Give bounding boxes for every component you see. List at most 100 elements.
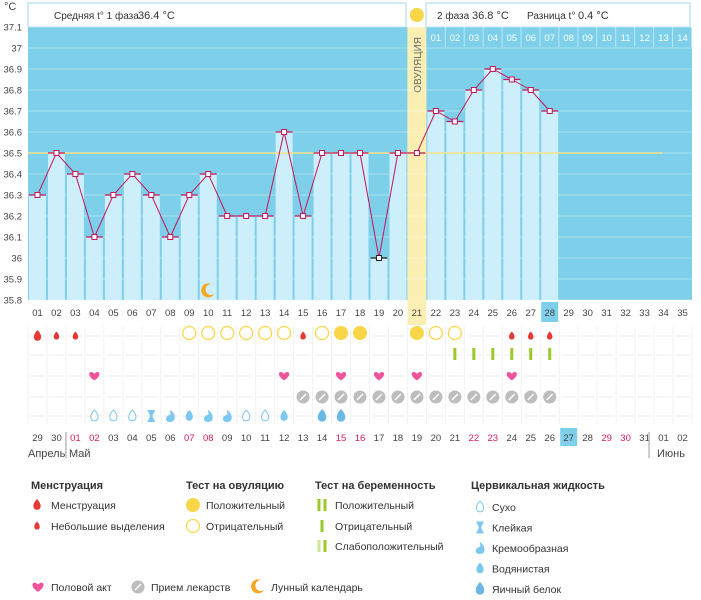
- temperature-point: [186, 192, 193, 198]
- temperature-point: [167, 234, 174, 240]
- medication-pill-icon-stripe: [470, 393, 478, 401]
- temperature-bar: [161, 237, 179, 300]
- top-day-label: 10: [601, 33, 612, 44]
- medication-pill-icon-stripe: [356, 393, 364, 401]
- calendar-date-label: 09: [222, 433, 233, 444]
- x-day-label: 12: [241, 308, 252, 319]
- fluid-eggwhite-icon: [317, 409, 327, 422]
- temperature-bar: [29, 195, 46, 300]
- calendar-date-label: 30: [51, 433, 62, 444]
- calendar-date-label: 17: [374, 433, 385, 444]
- temperature-point: [72, 171, 79, 177]
- temperature-point: [546, 108, 553, 114]
- temperature-point: [508, 76, 515, 83]
- x-day-label: 27: [525, 308, 536, 319]
- intercourse-heart-icon: [335, 371, 347, 381]
- fluid-creamy-icon: [203, 410, 213, 422]
- fluid-dry-icon: [475, 500, 485, 513]
- top-day-cell: [426, 27, 446, 47]
- legend-item: Яичный белок: [492, 584, 562, 595]
- x-day-label: 14: [279, 308, 290, 319]
- legend-item: Менструация: [51, 500, 116, 512]
- legend-title: Тест на беременность: [315, 480, 436, 492]
- light-spotting-icon: [547, 331, 553, 340]
- top-day-cell: [521, 27, 541, 47]
- y-tick-label: 37: [11, 44, 22, 55]
- ovulation-band: [407, 27, 427, 300]
- x-day-label: 16: [317, 308, 328, 319]
- month-label: Май: [69, 448, 91, 460]
- y-tick-label: 36.7: [4, 107, 23, 118]
- x-day-label: 32: [620, 308, 631, 319]
- temperature-bar: [123, 174, 141, 300]
- light-spotting-icon: [72, 331, 79, 340]
- phase2-value: 36.8 °C: [472, 10, 509, 22]
- temperature-bar: [503, 79, 521, 300]
- top-day-cell: [635, 27, 655, 47]
- x-day-label: 03: [70, 308, 81, 319]
- x-day-label: 07: [146, 308, 157, 319]
- x-day-label: 04: [89, 308, 100, 319]
- ovulation-axis-cell: [407, 300, 427, 325]
- x-day-label: 26: [506, 308, 517, 319]
- temperature-point: [224, 213, 231, 219]
- temperature-point: [148, 192, 155, 198]
- temperature-point: [262, 213, 269, 219]
- temperature-bar: [427, 111, 445, 300]
- ovulation-test-negative-icon: [277, 325, 292, 341]
- y-tick-label: 36.3: [4, 191, 23, 202]
- x-axis-strip: [28, 300, 692, 325]
- legend-item: Водянистая: [492, 564, 550, 576]
- medication-pill-icon-stripe: [432, 393, 440, 401]
- calendar-date-label: 11: [260, 433, 270, 444]
- intercourse-heart-icon: [506, 371, 517, 381]
- pregnancy-test-negative-icon: [472, 348, 476, 360]
- legend-item: Прием лекарств: [151, 582, 231, 594]
- temperature-point: [375, 255, 382, 261]
- calendar-date-label: 10: [241, 433, 252, 444]
- calendar-date-label: 03: [108, 433, 119, 444]
- top-day-label: 09: [582, 33, 593, 44]
- calendar-date-label: 27: [563, 433, 574, 444]
- x-day-label: 28: [544, 308, 555, 319]
- top-day-label: 05: [506, 33, 517, 44]
- ovulation-label: ОВУЛЯЦИЯ: [413, 37, 424, 93]
- top-day-label: 01: [431, 33, 442, 44]
- legend-light-spotting-icon: [34, 521, 40, 530]
- temperature-point: [489, 66, 496, 72]
- temperature-bar: [142, 195, 160, 300]
- top-day-label: 03: [469, 33, 480, 44]
- calendar-date-label: 05: [146, 433, 157, 444]
- x-day-label: 19: [374, 308, 385, 319]
- calendar-date-label: 13: [298, 433, 309, 444]
- calendar-date-label: 28: [582, 433, 593, 444]
- calendar-date-label: 04: [127, 433, 138, 444]
- legend-item: Положительный: [335, 500, 414, 512]
- x-day-label: 22: [431, 308, 442, 319]
- legend-medication-icon-stripe: [134, 583, 142, 591]
- medication-pill-icon-stripe: [375, 393, 383, 401]
- temperature-point: [205, 171, 212, 177]
- y-tick-label: 36.5: [4, 149, 23, 160]
- x-day-label: 30: [582, 308, 593, 319]
- temperature-point: [319, 150, 326, 156]
- temperature-bar: [66, 174, 84, 300]
- y-tick-label: 36.2: [4, 212, 23, 223]
- legend-item: Отрицательный: [206, 521, 283, 533]
- ovulation-sun-icon: [409, 8, 424, 22]
- fluid-dry-icon: [242, 409, 251, 422]
- x-day-label: 21: [412, 308, 423, 319]
- top-day-cell: [540, 27, 560, 47]
- legend-item: Сухо: [492, 502, 516, 514]
- x-day-label: 08: [165, 308, 176, 319]
- ovulation-test-negative-icon: [428, 325, 443, 341]
- calendar-date-label: 31: [639, 433, 650, 444]
- legend-item: Небольшие выделения: [51, 521, 165, 533]
- temperature-point: [129, 171, 136, 177]
- fluid-eggwhite-icon: [475, 582, 485, 595]
- legend-item: Положительный: [206, 500, 285, 512]
- top-day-cell: [464, 27, 484, 47]
- temperature-bar: [522, 90, 540, 300]
- fluid-dry-icon: [90, 409, 99, 422]
- top-day-label: 06: [525, 33, 536, 44]
